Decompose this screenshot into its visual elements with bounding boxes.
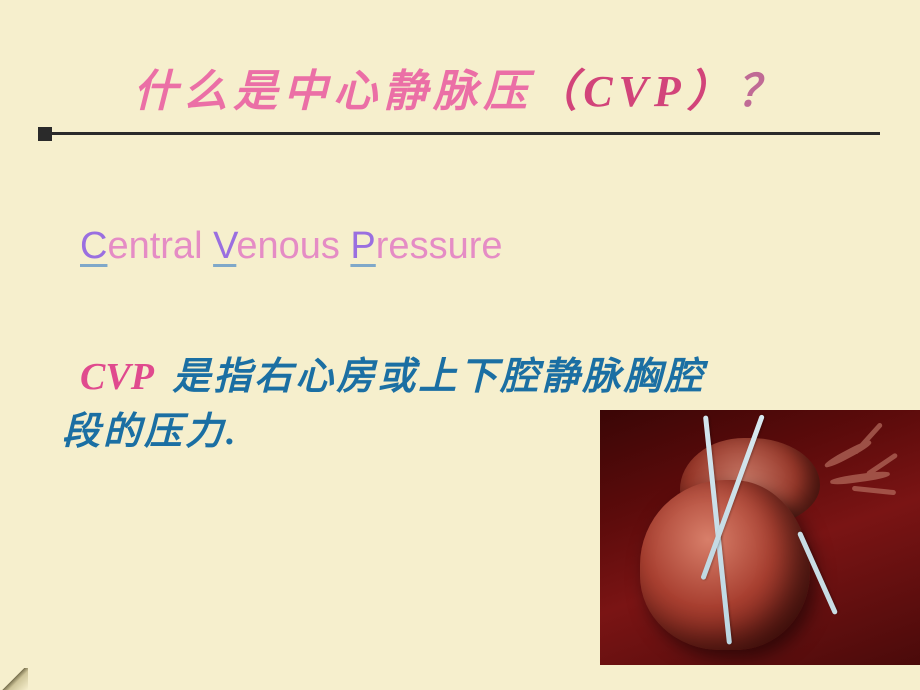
title-question-mark: ？: [737, 67, 787, 116]
word-entral: entral: [107, 225, 213, 267]
cap-c: C: [80, 225, 107, 267]
english-expansion: Central Venous Pressure: [80, 225, 503, 268]
branch-icon: [866, 452, 899, 476]
definition-line1-rest: 是指右心房或上下腔静脉胸腔: [160, 356, 706, 398]
vessel-branches: [810, 422, 910, 512]
branch-icon: [853, 422, 883, 455]
slide-title: 什么是中心静脉压（CVP）？: [0, 55, 920, 119]
definition-line2: 段的压力.: [62, 400, 239, 455]
title-cn: 什么是中心静脉压: [133, 67, 533, 116]
rule-line: [40, 132, 880, 135]
rule-square-icon: [38, 127, 52, 141]
definition-line1: CVP 是指右心房或上下腔静脉胸腔: [80, 345, 705, 400]
word-ressure: ressure: [376, 225, 503, 267]
cap-v: V: [213, 225, 236, 267]
page-curl-icon: [0, 668, 28, 690]
title-underline: [40, 132, 880, 135]
cap-p: P: [350, 225, 375, 267]
heart-catheter-image: [600, 410, 920, 665]
slide: 什么是中心静脉压（CVP）？ Central Venous Pressure C…: [0, 0, 920, 690]
cvp-abbrev: CVP: [80, 356, 154, 398]
branch-icon: [852, 486, 896, 496]
title-en: （CVP）: [533, 67, 737, 116]
word-enous: enous: [236, 225, 350, 267]
